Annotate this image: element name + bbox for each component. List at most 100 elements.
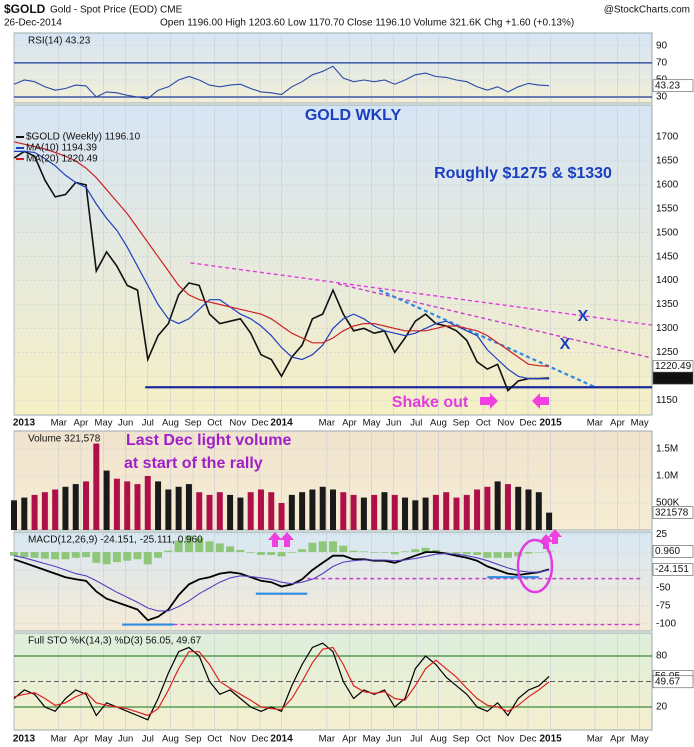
bar — [422, 497, 429, 530]
x-tick-label: Mar — [51, 418, 67, 429]
bar — [102, 552, 111, 565]
bar — [453, 497, 460, 530]
x-tick-label: Dec — [520, 418, 537, 429]
x-tick-label: Sep — [453, 418, 470, 429]
x-tick-label: Jul — [410, 418, 422, 429]
bar — [51, 552, 60, 560]
x-tick-label: Oct — [207, 734, 222, 745]
bar — [402, 497, 409, 530]
bar — [124, 481, 131, 530]
bar — [493, 552, 502, 558]
legend-label: $GOLD (Weekly) 1196.10 — [26, 132, 141, 143]
bar — [10, 552, 18, 556]
legend-label: MA(10) 1194.39 — [26, 143, 97, 154]
bar — [340, 492, 347, 530]
y-tick-label: 20 — [656, 702, 668, 713]
bar — [308, 542, 317, 553]
y-tick-label: 1.0M — [656, 471, 678, 482]
x-tick-label: May — [95, 418, 113, 429]
y-tick-label: 1700 — [656, 132, 679, 143]
series-line — [13, 65, 550, 100]
bar — [484, 486, 491, 530]
bar — [350, 494, 357, 530]
y-tick-label: 1250 — [656, 347, 679, 358]
x-tick-label: Mar — [319, 418, 335, 429]
bar — [359, 551, 368, 553]
security-name: Gold - Spot Price (EOD) CME — [50, 5, 183, 16]
bar — [421, 547, 430, 553]
bar — [134, 484, 141, 530]
y-tick-label: 1400 — [656, 275, 679, 286]
bar — [257, 489, 264, 530]
series-line — [13, 642, 550, 721]
bar — [103, 470, 110, 530]
end-label-box — [652, 545, 694, 558]
legend-label: MA(20) 1220.49 — [26, 154, 98, 165]
x-tick-label: 2014 — [270, 418, 293, 429]
end-label-box — [652, 371, 694, 385]
arrow — [280, 532, 294, 547]
bar — [443, 492, 450, 530]
bar — [318, 541, 327, 553]
bar — [164, 550, 173, 553]
bar — [330, 489, 336, 530]
x-tick-label: Aug — [162, 734, 179, 745]
bar — [371, 494, 378, 530]
x-tick-label: 2014 — [270, 734, 293, 745]
bar — [463, 494, 470, 530]
arrow — [532, 393, 549, 409]
annotation: X — [578, 308, 589, 325]
bar — [20, 552, 29, 558]
bar — [143, 552, 152, 565]
x-tick-label: 2013 — [13, 418, 36, 429]
x-tick-label: Nov — [497, 418, 514, 429]
bar — [174, 540, 183, 553]
bar — [82, 552, 91, 558]
bar — [349, 550, 358, 553]
series-line — [13, 141, 550, 367]
bar — [165, 489, 172, 530]
bar — [525, 489, 532, 530]
end-label-box — [652, 675, 694, 689]
bar — [236, 549, 245, 553]
x-tick-label: Sep — [185, 734, 202, 745]
bar — [390, 552, 399, 555]
bar — [299, 492, 306, 530]
bar — [196, 492, 203, 530]
bar — [92, 552, 101, 563]
x-tick-label: Apr — [342, 418, 357, 429]
y-tick-label: 1550 — [656, 203, 679, 214]
x-tick-label: Jul — [142, 418, 154, 429]
x-tick-label: Dec — [520, 734, 537, 745]
y-tick-label: 1150 — [656, 395, 678, 406]
x-tick-label: 2015 — [540, 734, 563, 745]
y-tick-label: 500K — [656, 498, 680, 509]
x-tick-label: Oct — [476, 418, 491, 429]
y-tick-label: 1650 — [656, 156, 679, 167]
x-tick-label: 2013 — [13, 734, 36, 745]
annotation: GOLD WKLY — [305, 107, 402, 124]
bar — [474, 489, 481, 530]
bar — [71, 552, 80, 558]
bar — [175, 486, 182, 530]
bar — [319, 486, 326, 530]
bar — [534, 552, 543, 553]
bar — [256, 552, 265, 555]
x-tick-label: Apr — [73, 734, 88, 745]
bar — [268, 492, 275, 530]
annotation: Roughly $1275 & $1330 — [434, 165, 612, 182]
y-tick-label: 1350 — [656, 299, 679, 310]
bar — [432, 494, 439, 530]
x-tick-label: Mar — [51, 734, 67, 745]
trend-line — [190, 262, 653, 326]
x-tick-label: Apr — [73, 418, 88, 429]
x-tick-label: May — [631, 418, 649, 429]
series-line — [13, 646, 550, 717]
series-line — [13, 551, 550, 622]
panel-background — [13, 32, 653, 104]
y-tick-label: -50 — [656, 583, 671, 594]
arrow — [480, 393, 498, 409]
bar — [215, 543, 224, 553]
symbol: $GOLD — [4, 2, 46, 16]
y-tick-label: 1300 — [656, 323, 679, 334]
